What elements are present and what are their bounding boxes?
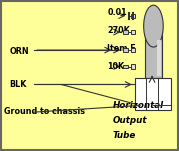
Text: 270K: 270K [107,26,130,35]
Bar [131,48,135,52]
Text: Tube: Tube [113,131,136,140]
Bar [131,14,135,18]
Text: Ground to chassis: Ground to chassis [4,107,85,116]
Bar [131,30,135,34]
Bar [145,28,162,79]
Text: BLK: BLK [9,80,27,89]
Text: ORN: ORN [9,47,29,56]
Bar [131,64,135,69]
Text: 0.01: 0.01 [107,8,127,17]
Bar [123,65,128,68]
Text: Horizontal: Horizontal [113,101,164,110]
Bar [123,31,128,34]
Text: 10K: 10K [107,62,124,71]
Text: Output: Output [113,116,147,125]
Bar [157,40,161,76]
Text: Item E: Item E [107,44,136,53]
Ellipse shape [144,5,163,47]
Bar [135,79,171,110]
Bar [123,48,128,52]
